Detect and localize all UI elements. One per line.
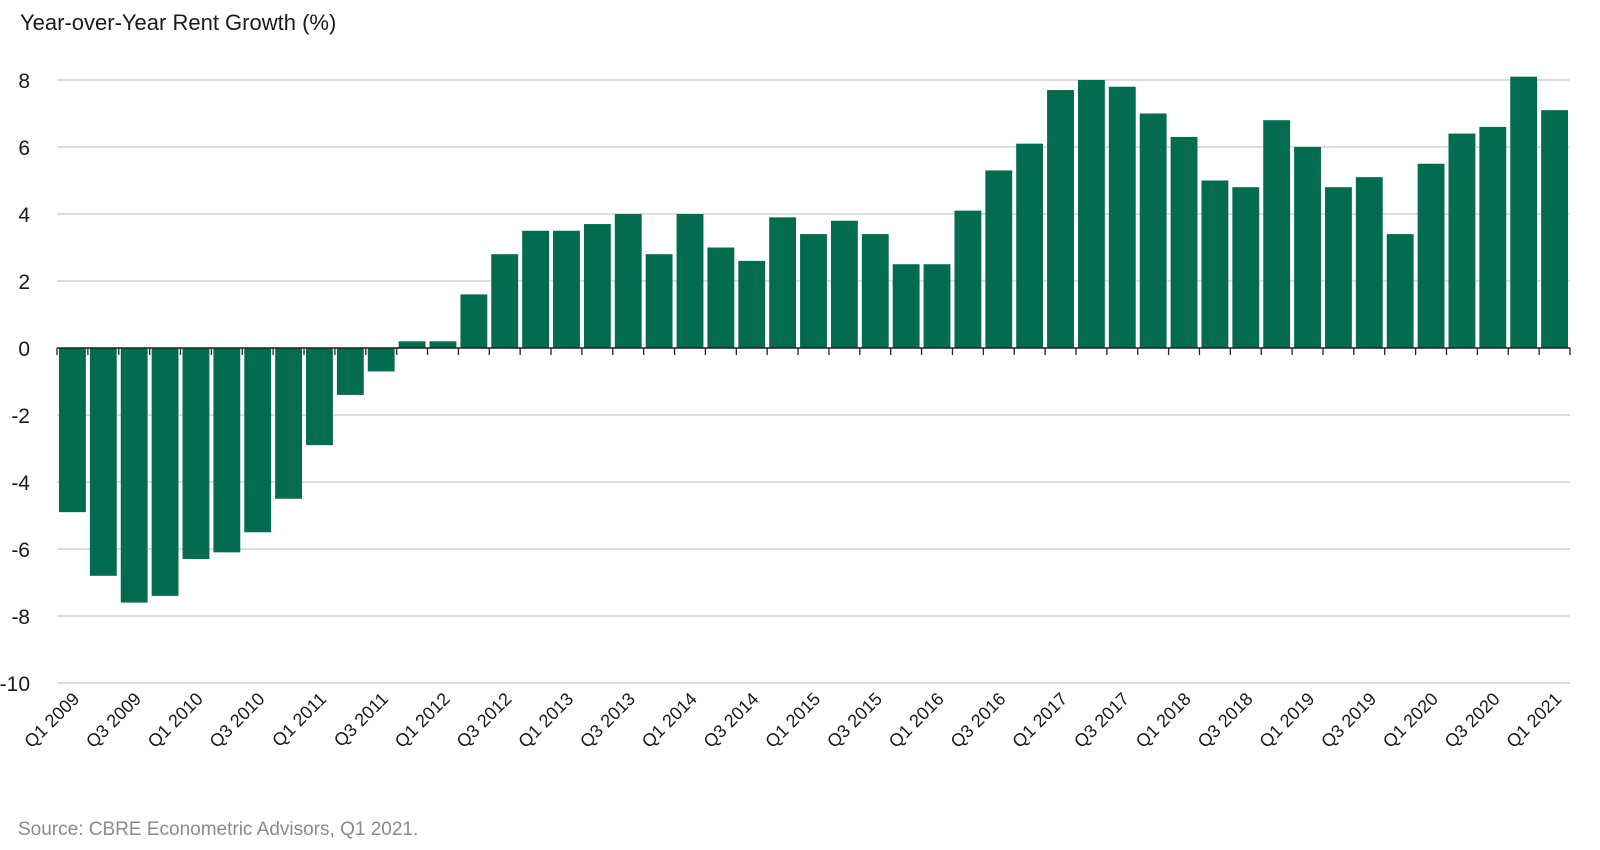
x-tick-label: Q1 2020 [1379,689,1442,752]
bar [614,214,642,348]
bar [645,254,673,348]
bar [89,348,117,576]
x-tick-label: Q3 2009 [82,689,145,752]
bar [1077,80,1105,348]
bar [830,220,858,348]
bar [1139,113,1167,348]
bar [892,264,920,348]
bar [182,348,210,560]
y-axis-label: Year-over-Year Rent Growth (%) [20,10,336,35]
y-tick-label: -2 [11,405,30,428]
bar [800,234,827,348]
bar [151,348,179,596]
x-tick-label: Q3 2012 [453,689,516,752]
x-tick-label: Q3 2015 [823,689,886,752]
bar [59,348,86,513]
bar [954,210,982,348]
bar [522,230,550,348]
x-tick-label: Q1 2013 [514,689,577,752]
y-tick-label: 6 [18,137,30,160]
y-tick-label: 0 [18,338,30,361]
x-tick-label: Q1 2009 [20,689,83,752]
bar [1386,234,1414,348]
y-tick-label: 2 [18,271,30,294]
bar [1016,143,1044,348]
x-tick-label: Q1 2019 [1255,689,1318,752]
y-axis-ticks: 8 6 4 2 0 -2 -4 -6 -8 -10 [0,70,30,696]
x-tick-label: Q1 2010 [144,689,207,752]
bar [336,348,364,395]
x-tick-label: Q3 2011 [330,689,392,751]
bar [923,264,951,348]
bar [583,224,611,348]
x-tick-label: Q3 2020 [1441,689,1504,752]
x-tick-label: Q3 2013 [576,689,639,752]
y-tick-label: 4 [18,204,30,227]
bar [1263,120,1291,348]
x-tick-label: Q1 2011 [268,689,330,751]
bar [460,294,488,348]
bar [120,348,148,603]
bar [1201,180,1229,348]
x-tick-label: Q3 2014 [700,689,763,752]
x-tick-label: Q3 2017 [1070,689,1133,752]
y-tick-label: -6 [11,539,30,562]
y-tick-label: 8 [18,70,30,93]
bar [1324,187,1352,348]
bar [1541,110,1568,349]
x-tick-label: Q1 2014 [638,689,701,752]
bar [861,234,889,348]
x-tick-label: Q3 2018 [1194,689,1257,752]
bar [398,341,426,348]
bar [1510,76,1538,349]
bar [213,348,241,553]
bar [1355,177,1383,348]
bar [707,247,735,348]
bar [1448,133,1476,348]
bar [985,170,1013,348]
bar [1417,163,1445,348]
x-tick-label: Q1 2018 [1132,689,1195,752]
bar [1232,187,1260,348]
bar [429,341,457,348]
y-tick-label: -10 [0,673,30,696]
y-tick-label: -4 [11,472,30,495]
x-tick-label: Q1 2015 [761,689,824,752]
x-tick-label: Q3 2019 [1317,689,1380,752]
bars-group [59,76,1568,603]
x-tick-label: Q1 2017 [1008,689,1071,752]
bar [1479,126,1507,349]
bar [306,348,333,446]
x-tick-label: Q1 2021 [1502,689,1565,752]
bar [553,230,580,348]
x-tick-label: Q3 2010 [206,689,269,752]
bar [491,254,519,348]
bar [244,348,272,533]
source-note: Source: CBRE Econometric Advisors, Q1 20… [18,819,418,840]
bar [769,217,797,348]
x-axis [56,347,1571,355]
bar [1108,86,1136,348]
bar [1047,90,1074,349]
x-tick-label: Q1 2012 [391,689,454,752]
bar [275,348,303,499]
bar [1170,136,1198,348]
bar [367,348,395,372]
bar [676,214,704,348]
x-tick-label: Q3 2016 [947,689,1010,752]
bar [738,260,766,348]
bar [1294,147,1321,348]
y-tick-label: -8 [11,606,30,629]
x-tick-label: Q1 2016 [885,689,948,752]
